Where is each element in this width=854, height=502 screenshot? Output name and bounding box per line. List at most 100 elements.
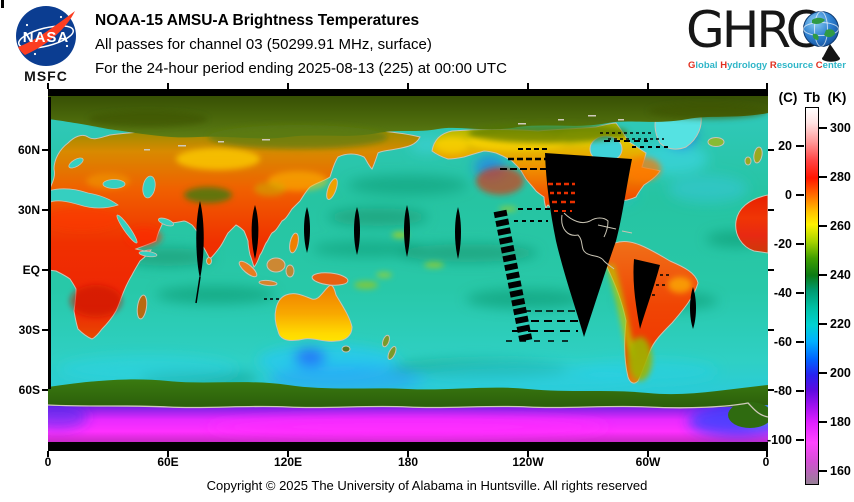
bottom-nodata-strip (48, 442, 768, 451)
axis-tick (647, 83, 649, 89)
land-west-africa-wrap (735, 194, 768, 254)
land-britain (753, 146, 763, 164)
land-sumatra (238, 260, 258, 278)
axis-tick (47, 83, 49, 89)
axis-tick (768, 209, 774, 211)
lat-label-30n: 30N (17, 203, 40, 217)
axis-tick (768, 329, 774, 331)
lat-label-60n: 60N (17, 143, 40, 157)
swath-gap-brazil (633, 259, 660, 329)
gap-left-edge (48, 97, 51, 389)
colorbar-label-cm60: -60 (773, 335, 792, 349)
axis-tick (407, 451, 409, 457)
colorbar-tick-k (819, 176, 827, 178)
lon-label-120w: 120W (512, 455, 544, 469)
axis-tick (47, 451, 49, 457)
gap-lens-6 (455, 207, 461, 259)
colorbar-label-k240: 240 (830, 268, 851, 282)
axis-tick (42, 209, 48, 211)
tagline-r-init: R (769, 60, 777, 71)
land-nz-north (382, 334, 390, 348)
land-japan (326, 178, 338, 200)
colorbar-label-k160: 160 (830, 464, 851, 478)
title-block: NOAA-15 AMSU-A Brightness Temperatures A… (95, 9, 507, 81)
lon-label-60e: 60E (157, 455, 179, 469)
axis-tick (42, 329, 48, 331)
tagline-h-init: H (720, 60, 728, 71)
colorbar-tick-c (796, 439, 804, 441)
antarctic-coastline (48, 402, 768, 418)
colorbar-unit-kelvin: (K) (827, 90, 847, 105)
nasa-swoosh (18, 11, 75, 55)
ghrc-logo: GHRC Global Hydrology Resource Center (686, 2, 852, 86)
colorbar-label-cm40: -40 (773, 286, 792, 300)
axis-tick (647, 451, 649, 457)
land-sulawesi (285, 264, 295, 278)
gap-lens-5 (404, 205, 410, 257)
tagline-h-rest: ydrology (727, 60, 770, 71)
page-subtitle-channel: All passes for channel 03 (50299.91 MHz,… (95, 36, 432, 53)
land-iceland (707, 137, 725, 147)
land-philippines (289, 232, 299, 254)
brightness-temperature-map (48, 89, 768, 451)
land-sri-lanka (206, 257, 212, 265)
axis-tick (287, 451, 289, 457)
colorbar-label-k280: 280 (830, 170, 851, 184)
inland-seas (48, 157, 174, 258)
colorbar-quantity-label: Tb (803, 90, 821, 105)
tagline-c-rest: enter (822, 60, 846, 71)
gulf-of-aden (138, 250, 158, 258)
tagline-g-rest: lobal (695, 60, 721, 71)
colorbar-tick-c (796, 341, 804, 343)
swath-gap-north-america (545, 153, 632, 337)
axis-tick (42, 389, 48, 391)
colorbar-label-cm20: -20 (773, 237, 792, 251)
ghrc-acronym: GHRC (686, 1, 821, 59)
axis-tick (407, 83, 409, 89)
corner-mark (1, 0, 4, 8)
tagline-r-rest: esource (776, 60, 816, 71)
land-borneo (266, 257, 286, 273)
colorbar-tick-k (819, 323, 827, 325)
lon-label-120e: 120E (273, 455, 303, 469)
colorbar (805, 107, 819, 485)
msfc-caption: MSFC (24, 68, 68, 84)
axis-tick (287, 83, 289, 89)
persian-gulf (158, 217, 174, 227)
colorbar-label-k220: 220 (830, 317, 851, 331)
gap-lens-3 (304, 207, 310, 253)
axis-tick (766, 83, 768, 89)
lat-label-60s: 60S (18, 383, 40, 397)
colorbar-tick-c (796, 390, 804, 392)
land-new-guinea (311, 272, 349, 286)
gap-lens-2 (251, 205, 259, 259)
land-madagascar (136, 294, 148, 320)
colorbar-label-cm100: -100 (766, 433, 792, 447)
page-title: NOAA-15 AMSU-A Brightness Temperatures (95, 12, 420, 29)
land-australia (274, 284, 353, 342)
axis-tick (527, 83, 529, 89)
nasa-wordmark: NASA (23, 29, 70, 46)
colorbar-label-k260: 260 (830, 219, 851, 233)
lon-label-0w: 0 (44, 455, 52, 469)
gap-lens-4 (354, 207, 360, 255)
antarctic-green-dip (728, 402, 768, 428)
colorbar-label-cm80: -80 (773, 384, 792, 398)
page-subtitle-period: For the 24-hour period ending 2025-08-13… (95, 60, 507, 77)
arctic-island-specks (144, 115, 624, 151)
colorbar-tick-k (819, 421, 827, 423)
swath-red-scan-stripes (548, 182, 578, 212)
colorbar-unit-celsius: (C) (778, 90, 798, 105)
colorbar-tick-k (819, 372, 827, 374)
land-tasmania (341, 345, 351, 353)
axis-tick (42, 269, 48, 271)
swath-coastline-overlay (561, 212, 633, 270)
colorbar-tick-c (796, 243, 804, 245)
colorbar-tick-c (796, 194, 804, 196)
arctic-band (48, 95, 768, 139)
lon-label-0e: 0 (762, 455, 770, 469)
axis-tick (768, 269, 774, 271)
arctic-shading (88, 103, 768, 149)
tagline-c-init: C (815, 60, 823, 71)
